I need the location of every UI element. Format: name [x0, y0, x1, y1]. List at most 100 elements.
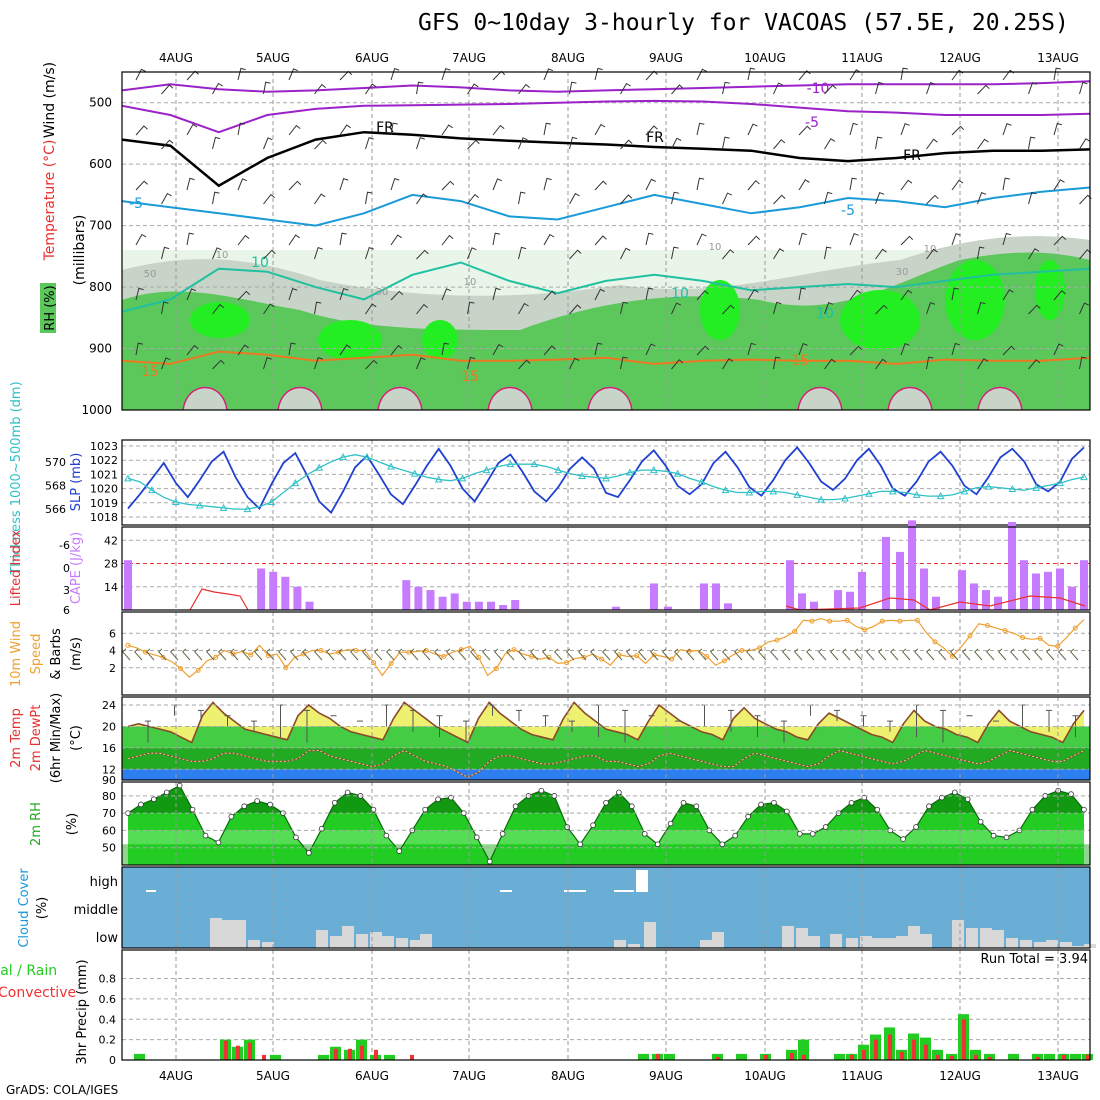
cape-bar: [712, 583, 720, 610]
cloud-low-bar: [210, 918, 222, 948]
li-tick: 3: [63, 584, 70, 597]
wind-barb: [900, 289, 913, 301]
rh2m-point: [913, 824, 919, 830]
cape-bar: [257, 568, 266, 610]
wind-barb: [951, 342, 961, 356]
precip-total-bar: [834, 1053, 845, 1060]
rh2m-point: [538, 787, 545, 794]
wind-barb: [212, 136, 221, 150]
wind-barb: [900, 179, 913, 191]
wind-speed-point: [932, 639, 938, 645]
pressure-tick: 600: [89, 157, 112, 171]
wind-speed-point: [493, 666, 499, 672]
wind-speed-point: [879, 618, 885, 624]
cloud-unit-label: (%): [35, 897, 50, 920]
wind-barb: [237, 67, 246, 81]
rh-dry-pocket: [182, 386, 228, 411]
thickness-point: [817, 495, 825, 503]
wind-barb: [747, 289, 759, 301]
rh2m-point: [344, 789, 351, 796]
wind-barb: [747, 67, 756, 81]
date-label-bottom: 7AUG: [452, 1069, 486, 1083]
precip-convective-bar: [924, 1044, 928, 1060]
wind-barb: [469, 648, 479, 661]
wind-barb: [569, 357, 580, 370]
wind-barb: [161, 139, 174, 150]
rh2m-point: [939, 794, 945, 801]
rh2m-unit-label: (%): [65, 813, 80, 836]
slp-tick: 1019: [90, 497, 118, 510]
cape-bar: [1020, 560, 1028, 610]
wind-barb: [645, 125, 658, 136]
wind-barb: [773, 301, 782, 315]
thickness-point: [793, 490, 802, 498]
temp-band-blue: [122, 769, 1090, 780]
wind-barb: [1002, 345, 1016, 356]
wind-barb: [798, 232, 807, 246]
wind-barb: [1002, 123, 1012, 136]
thickness-point: [1008, 484, 1017, 492]
wind-barb: [671, 359, 684, 370]
wind-speed-point: [599, 656, 605, 662]
wind-barb: [977, 246, 985, 260]
wind-barb: [1002, 232, 1012, 246]
wind-barb: [977, 301, 986, 315]
wind-barb: [390, 234, 402, 246]
wind-barb: [849, 69, 861, 81]
wind-speed-point: [581, 654, 587, 660]
wind-barb: [696, 290, 709, 301]
cape-bar: [1080, 560, 1088, 610]
rh2m-point: [616, 789, 622, 796]
contour-label: 15: [141, 364, 159, 380]
wind-barb: [467, 83, 479, 95]
precip-convective-bar: [950, 1055, 954, 1060]
thickness-point: [649, 466, 658, 474]
wind-barb: [433, 648, 443, 661]
rh2m-point: [719, 841, 726, 848]
wind-barb: [1079, 81, 1088, 95]
cape-bar: [1068, 586, 1076, 610]
wind-barb: [925, 648, 935, 661]
wind-barb: [817, 648, 827, 661]
cloud-low-bar: [1046, 940, 1058, 948]
rh-dry-pocket: [587, 386, 633, 411]
rh2m-point: [396, 848, 403, 854]
date-label-top: 10AUG: [744, 51, 786, 65]
rh-shade-green: [122, 252, 1090, 410]
dewpoint-line-dash: [127, 750, 1085, 778]
wind-speed-point: [914, 617, 920, 623]
cloud-level-high: high: [90, 875, 118, 890]
wind-barb: [569, 304, 582, 315]
wind-speed-point: [827, 618, 833, 624]
wind-speed-point: [388, 660, 394, 666]
wind-barb: [645, 287, 654, 301]
chart-title: GFS 0~10day 3-hourly for VACOAS (57.5E, …: [418, 10, 1069, 36]
slp-frame: [121, 439, 1091, 526]
wind-barb: [441, 124, 453, 136]
wind-barb: [409, 648, 419, 661]
rh2m-point: [796, 831, 803, 837]
wind-barb: [696, 345, 710, 356]
wind-barb: [416, 193, 428, 205]
rh2m-point: [1029, 806, 1036, 813]
rh2m-point: [964, 796, 971, 803]
cloud-axis-label: Cloud Cover: [17, 868, 32, 948]
wind-axis-label-3: & Barbs: [49, 628, 64, 680]
wind-speed-point: [441, 654, 447, 660]
thickness-point: [124, 474, 132, 482]
wind-speed-point: [335, 649, 341, 655]
cloud-low-bar: [896, 936, 908, 948]
wind-barb: [1028, 359, 1041, 370]
wind-barb: [397, 648, 407, 661]
thickness-point: [530, 460, 539, 468]
cloud-background: [122, 867, 1090, 948]
cape-bar: [426, 590, 435, 610]
wind-barb: [853, 648, 863, 661]
wind-barb: [926, 248, 938, 260]
cloud-low-bar: [1006, 938, 1018, 948]
wind-barb: [671, 302, 682, 315]
wind-barb: [997, 648, 1007, 661]
contour-label: -10: [807, 81, 830, 97]
wind-barb: [645, 343, 656, 356]
wind-barb: [747, 180, 760, 191]
